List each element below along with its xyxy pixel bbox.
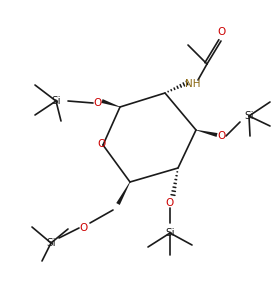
Text: O: O (93, 98, 101, 108)
Text: O: O (79, 223, 87, 233)
Polygon shape (101, 99, 120, 107)
Text: O: O (98, 139, 106, 149)
Text: Si: Si (46, 238, 56, 248)
Polygon shape (196, 130, 217, 137)
Text: Si: Si (244, 111, 254, 121)
Text: Si: Si (165, 228, 175, 238)
Text: O: O (165, 198, 173, 208)
Text: O: O (218, 131, 226, 141)
Text: Si: Si (51, 96, 61, 106)
Text: NH: NH (185, 79, 201, 89)
Text: O: O (218, 27, 226, 37)
Polygon shape (116, 182, 130, 205)
